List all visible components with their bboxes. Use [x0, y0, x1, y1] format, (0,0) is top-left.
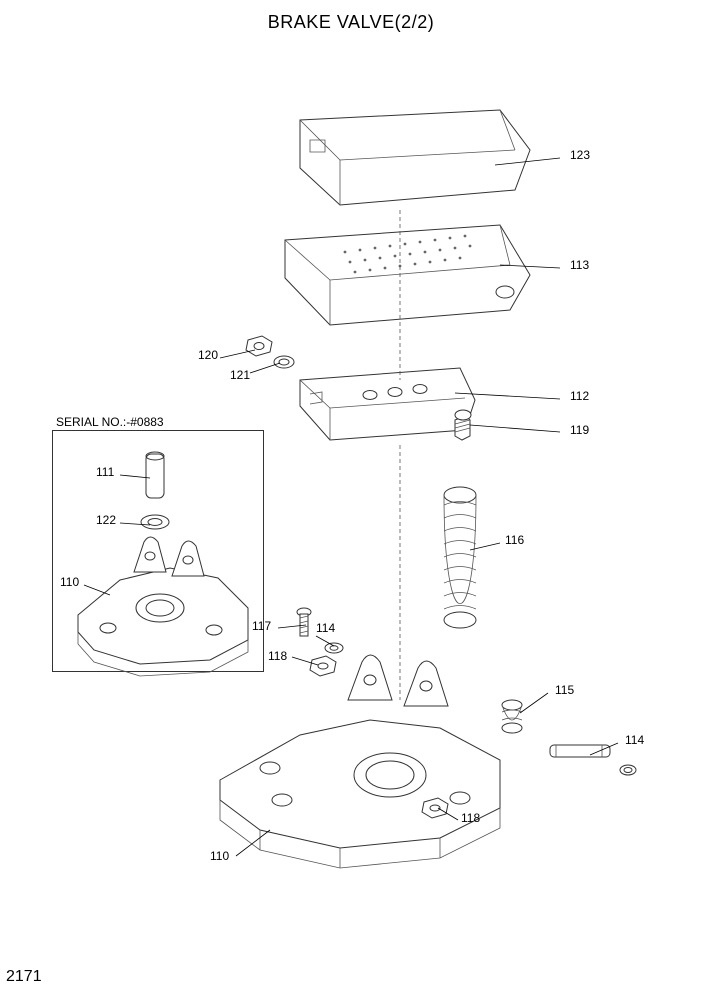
- callout-118-lower: 118: [461, 811, 480, 825]
- part-121-washer: [274, 356, 294, 368]
- callout-113: 113: [570, 258, 589, 272]
- callout-123: 123: [570, 148, 590, 162]
- inset-assembly: [78, 452, 248, 676]
- callout-111: 111: [96, 465, 114, 479]
- part-112-lever: [300, 368, 475, 440]
- callout-120: 120: [198, 348, 218, 362]
- exploded-diagram: [0, 0, 702, 992]
- part-113-pedal-plate: [285, 225, 530, 325]
- callout-114-right: 114: [625, 733, 644, 747]
- part-123-top-cover: [300, 110, 530, 205]
- part-119-bolt: [455, 410, 471, 440]
- callout-122: 122: [96, 513, 116, 527]
- callout-118-upper: 118: [268, 649, 287, 663]
- callout-110-main: 110: [210, 849, 229, 863]
- part-115-spring-small: [502, 700, 522, 733]
- part-116-spring: [444, 487, 476, 628]
- callout-114-upper: 114: [316, 621, 335, 635]
- callout-121: 121: [230, 368, 250, 382]
- callout-112: 112: [570, 389, 589, 403]
- part-114-pin: [550, 745, 610, 757]
- callout-116: 116: [505, 533, 524, 547]
- part-114-washer-small: [325, 643, 343, 653]
- part-114-ring: [620, 765, 636, 775]
- part-117-bolt: [297, 608, 311, 636]
- callout-115: 115: [555, 683, 574, 697]
- callout-119: 119: [570, 423, 589, 437]
- part-120-nut: [246, 336, 272, 356]
- callout-110-inset: 110: [60, 575, 79, 589]
- callout-117: 117: [252, 619, 271, 633]
- part-118-nut-upper: [310, 656, 336, 676]
